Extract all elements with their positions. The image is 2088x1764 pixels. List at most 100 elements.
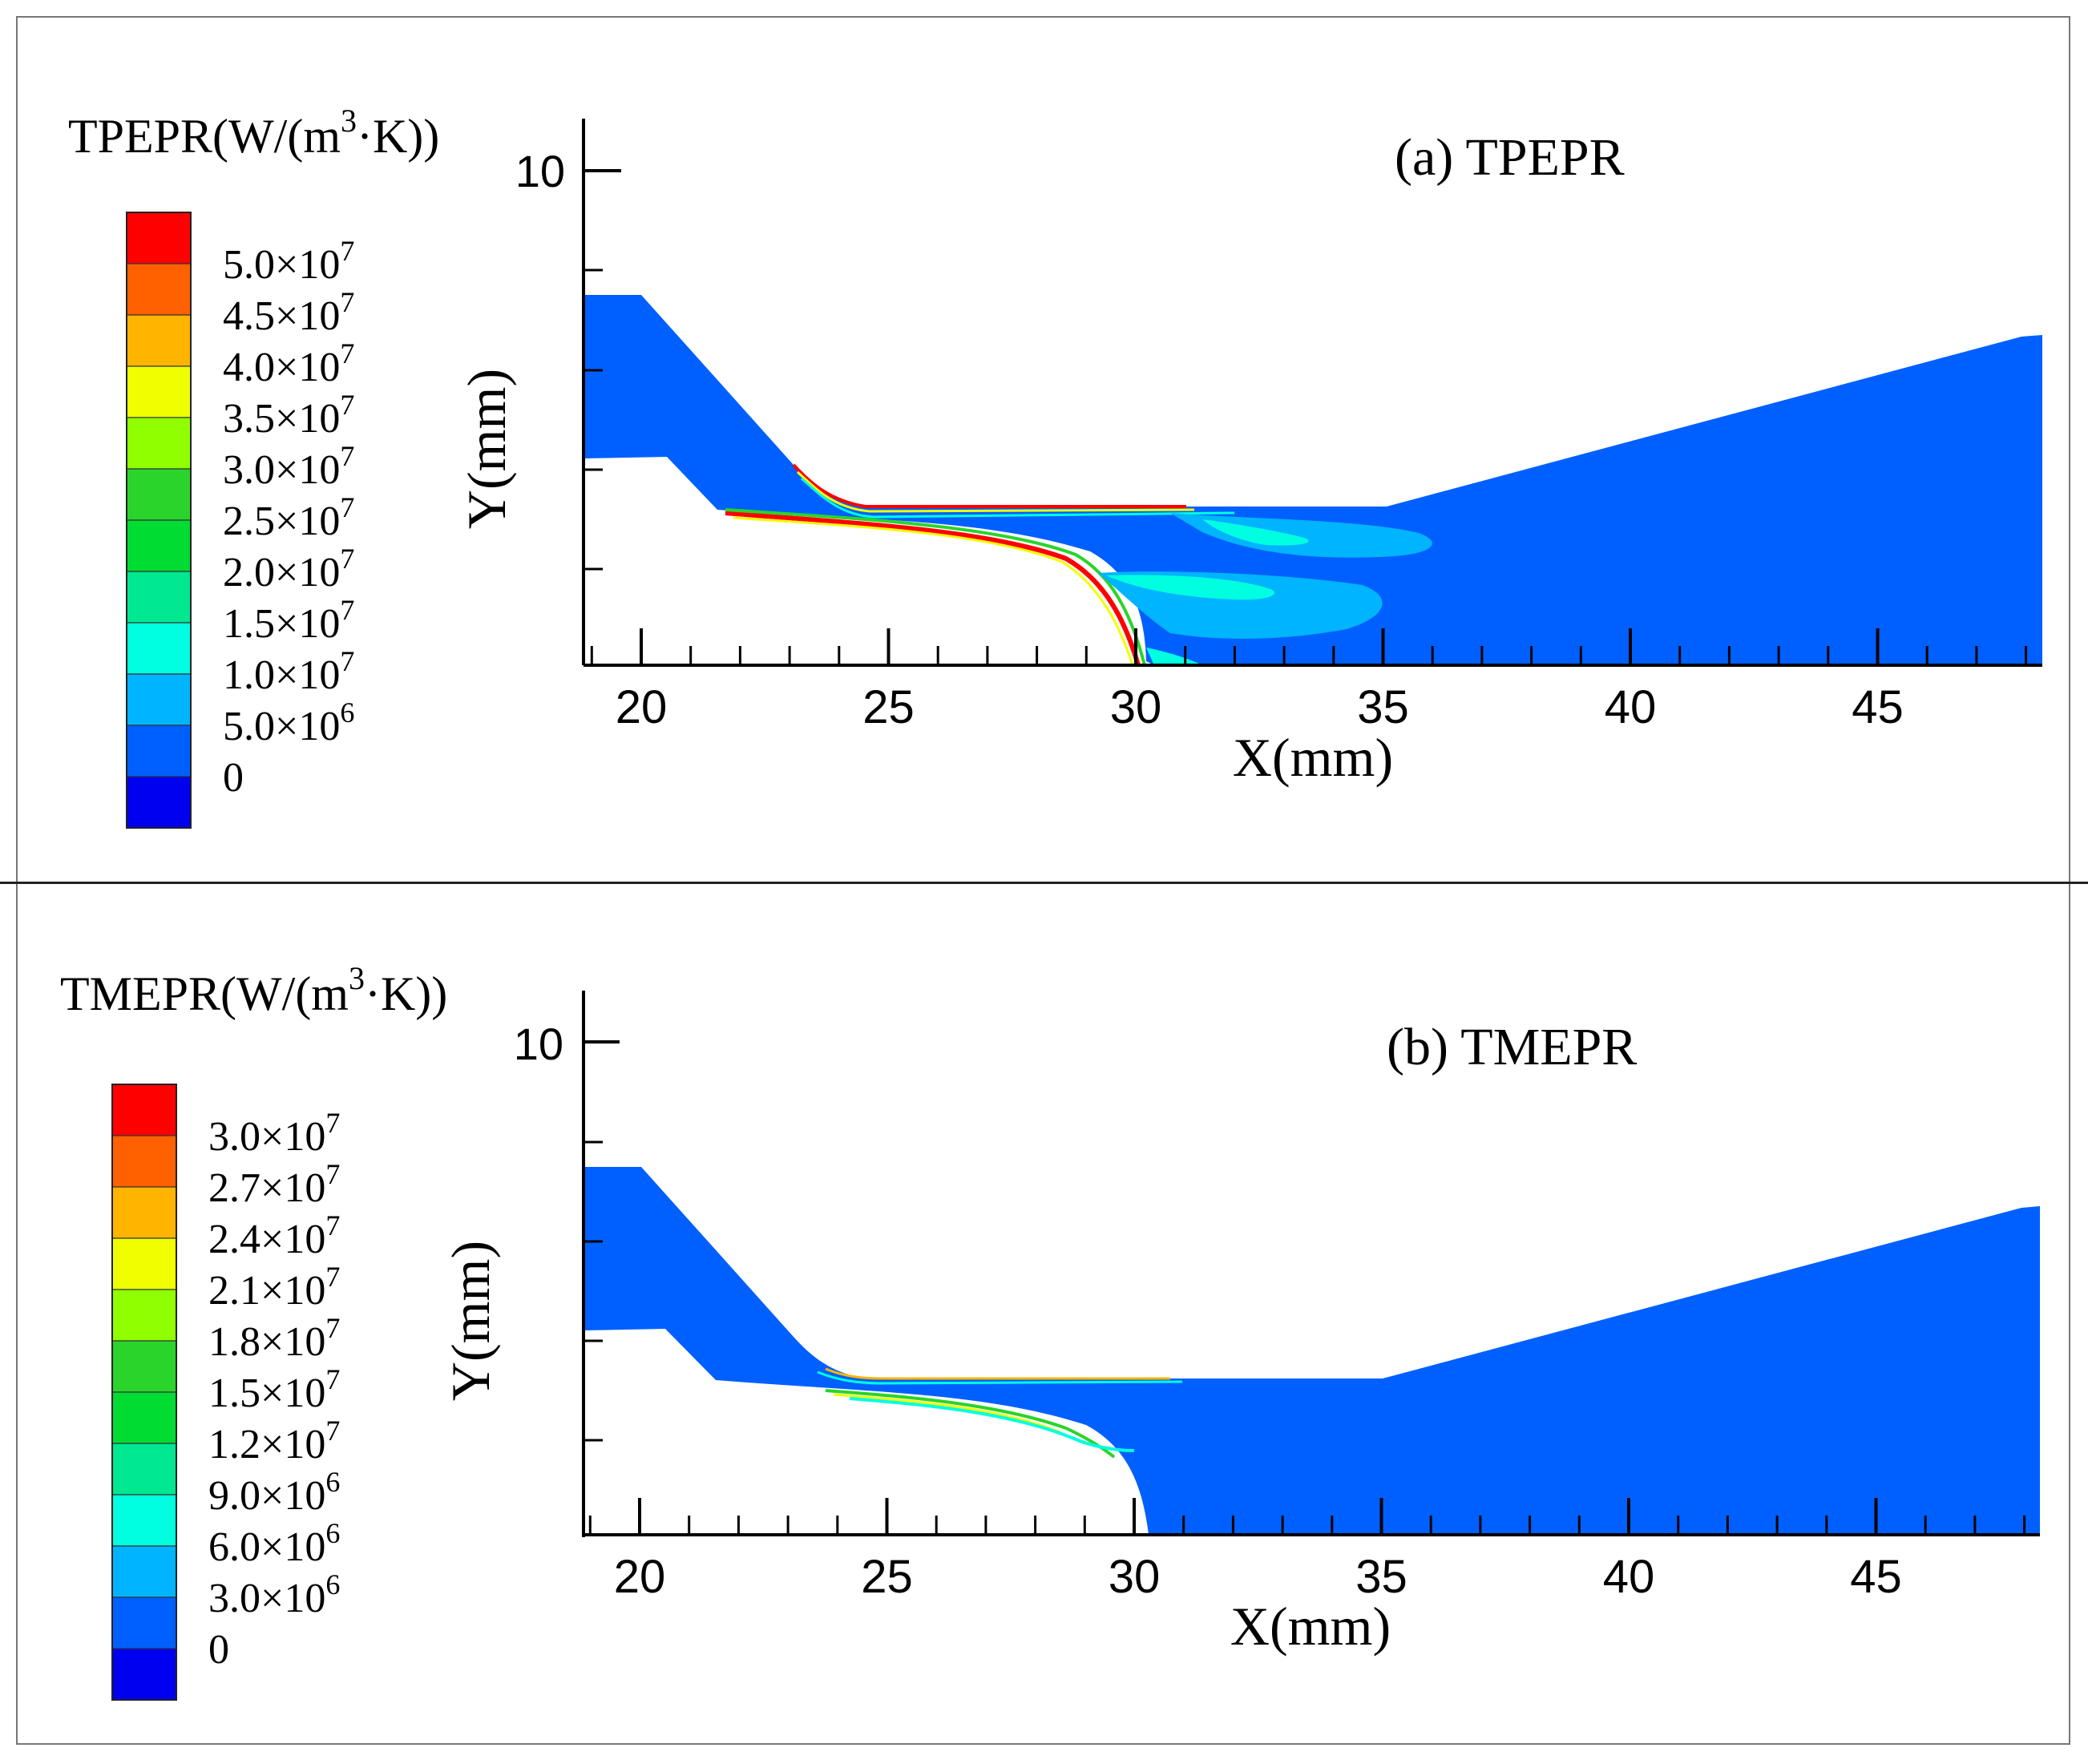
colorbar-border (111, 1084, 177, 1701)
colorbar-label: 1.5×107 (208, 1363, 340, 1416)
panel-annotation-b: (b) TMEPR (1387, 1018, 1637, 1076)
colorbar-segment (126, 571, 192, 624)
x-axis-label-a: X(mm) (1233, 727, 1393, 788)
colorbar-label: 2.4×107 (208, 1209, 340, 1262)
x-ticks-b: 20 25 30 35 40 45 (588, 1498, 2026, 1603)
colorbar-segment (111, 1648, 177, 1701)
colorbar-labels-a: 5.0×1074.5×1074.0×1073.5×1073.0×1072.5×1… (223, 235, 354, 801)
lower-shear-layer-yellow-a (733, 516, 1134, 665)
panel-b: TMEPR(W/(m3·K)) 3.0×1072.7×1072.4×1072.1… (60, 960, 2040, 1701)
legend-title-b: TMEPR(W/(m3·K)) (60, 960, 447, 1020)
colorbar-label: 1.0×107 (223, 645, 354, 698)
eddy-core-upper-a (1202, 519, 1309, 546)
upper-shear-layer-cyan-a (801, 477, 1235, 519)
flow-domain-a (584, 295, 2042, 665)
upper-wall-layer-cyan-b (817, 1370, 1183, 1385)
y-tick-label-a: 10 (515, 146, 565, 196)
panel-a: TPEPR(W/(m3·K)) 5.0×1074.5×1074.0×1073.5… (68, 103, 2042, 829)
lower-wall-layer-yellow-b (833, 1393, 1063, 1435)
colorbar-label: 0 (223, 755, 244, 801)
lower-wall-layer-cyan-b (849, 1397, 1135, 1452)
x-tick-label: 45 (1850, 1551, 1902, 1603)
colorbar-segment (111, 1237, 177, 1290)
x-axis-b: 20 25 30 35 40 45 X(mm) (584, 1498, 2040, 1657)
eddy-core-lower-a (1106, 575, 1274, 600)
colorbar-label: 2.1×107 (208, 1261, 340, 1314)
colorbar-a (126, 212, 192, 829)
contour-field-a (584, 295, 2042, 665)
colorbar-segment (126, 776, 192, 829)
figure-frame (16, 16, 2070, 1745)
x-ticks-a: 20 25 30 35 40 45 (590, 628, 2028, 733)
colorbar-segment (126, 365, 192, 418)
x-tick-label: 40 (1603, 1551, 1655, 1603)
colorbar-segment (126, 622, 192, 675)
x-tick-label: 25 (862, 681, 915, 733)
colorbar-segment (126, 673, 192, 726)
contour-field-b (584, 1167, 2040, 1535)
colorbar-label: 2.0×107 (223, 543, 354, 595)
colorbar-segment (111, 1391, 177, 1444)
x-tick-label: 40 (1605, 681, 1657, 733)
colorbar-segment (126, 212, 192, 264)
colorbar-segment (111, 1135, 177, 1188)
x-tick-label: 35 (1355, 1551, 1407, 1603)
colorbar-segment (126, 314, 192, 367)
y-axis-label-a: Y(mm) (456, 369, 517, 529)
colorbar-label: 6.0×106 (208, 1517, 340, 1570)
colorbar-label: 2.7×107 (208, 1158, 340, 1211)
x-tick-label: 25 (861, 1551, 913, 1603)
y-axis-label-b: Y(mm) (440, 1241, 501, 1401)
colorbar-label: 4.5×107 (223, 286, 354, 339)
colorbar-label: 1.5×107 (223, 594, 354, 647)
eddy-region-upper-a (1170, 513, 1432, 558)
nozzle-outlet-tail-a (1146, 648, 1202, 665)
x-axis-label-b: X(mm) (1230, 1596, 1391, 1657)
legend-title-a: TPEPR(W/(m3·K)) (68, 103, 439, 163)
upper-wall-layer-orange-b (825, 1367, 1170, 1380)
colorbar-segment (126, 263, 192, 316)
y-axis-b: 10 Y(mm) (440, 991, 620, 1537)
colorbar-border (126, 212, 192, 829)
colorbar-label: 4.0×107 (223, 337, 354, 390)
colorbar-label: 3.0×106 (208, 1568, 340, 1621)
x-tick-label: 35 (1357, 681, 1409, 733)
colorbar-label: 2.5×107 (223, 491, 354, 544)
panel-divider (0, 882, 2088, 884)
x-tick-label: 45 (1852, 681, 1904, 733)
colorbar-segment (111, 1186, 177, 1239)
colorbar-segment (126, 468, 192, 521)
colorbar-segment (111, 1596, 177, 1649)
colorbar-segment (126, 519, 192, 572)
colorbar-label: 3.0×107 (223, 440, 354, 493)
colorbar-label: 9.0×106 (208, 1466, 340, 1519)
lower-shear-layer-green-a (725, 508, 1146, 665)
colorbar-segment (111, 1494, 177, 1547)
colorbar-label: 1.2×107 (208, 1415, 340, 1467)
colorbar-label: 3.5×107 (223, 389, 354, 442)
colorbar-segment (126, 725, 192, 777)
colorbar-labels-b: 3.0×1072.7×1072.4×1072.1×1071.8×1071.5×1… (208, 1107, 340, 1673)
flow-domain-b (584, 1167, 2040, 1535)
x-tick-label: 20 (614, 1551, 666, 1603)
colorbar-segment (111, 1340, 177, 1393)
x-tick-label: 30 (1109, 1551, 1161, 1603)
x-axis-a: 20 25 30 35 40 45 X(mm) (584, 628, 2042, 788)
colorbar-label: 0 (208, 1627, 229, 1673)
panel-annotation-a: (a) TPEPR (1395, 128, 1625, 187)
colorbar-segment (111, 1084, 177, 1136)
colorbar-label: 3.0×107 (208, 1107, 340, 1160)
lower-shear-layer-red-a (725, 511, 1141, 665)
x-tick-label: 30 (1110, 681, 1162, 733)
colorbar-segment (111, 1289, 177, 1342)
upper-shear-layer-red-a (792, 463, 1186, 508)
y-tick-label-b: 10 (514, 1019, 563, 1069)
colorbar-label: 1.8×107 (208, 1312, 340, 1365)
upper-shear-layer-yellow-a (796, 470, 1195, 513)
y-axis-a: 10 Y(mm) (456, 119, 621, 665)
colorbar-b (111, 1084, 177, 1701)
x-tick-label: 20 (616, 681, 668, 733)
colorbar-segment (111, 1545, 177, 1598)
colorbar-segment (111, 1443, 177, 1496)
